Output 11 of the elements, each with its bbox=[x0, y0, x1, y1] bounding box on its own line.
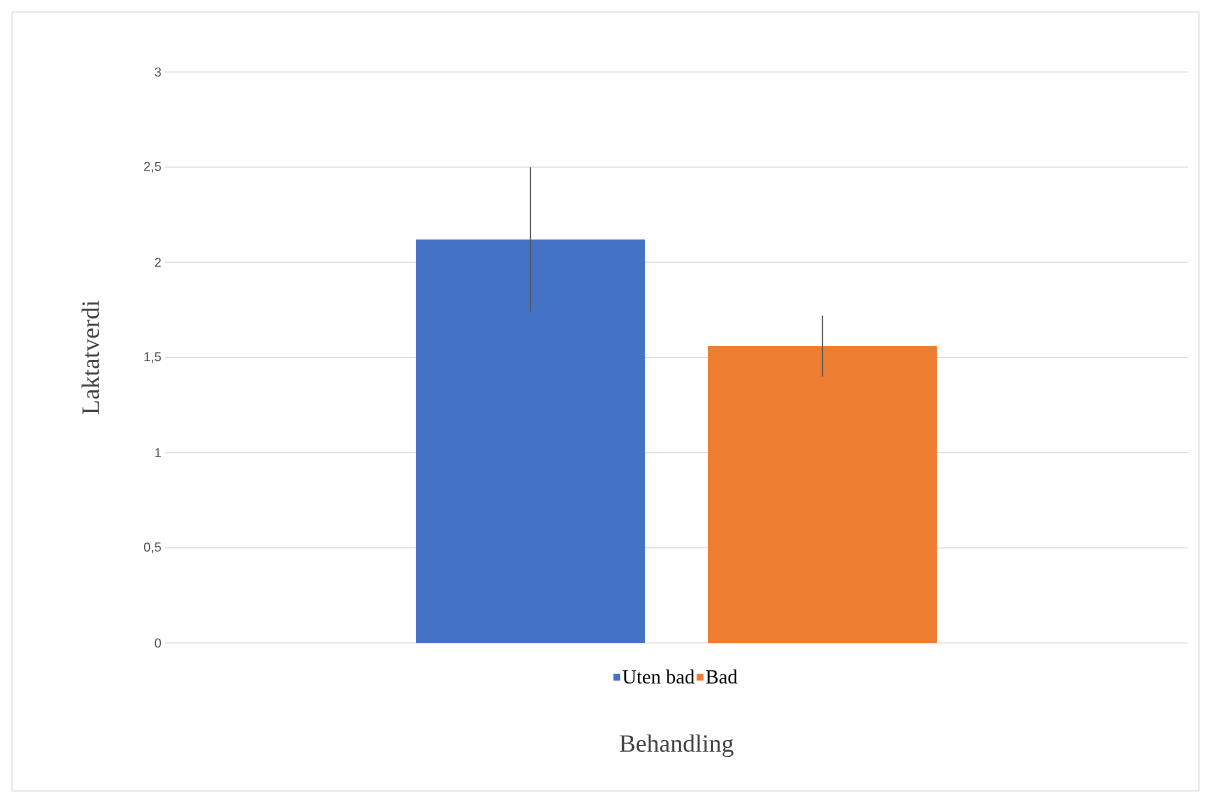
y-tick-label: 0,5 bbox=[143, 542, 161, 554]
y-tick-label: 2 bbox=[154, 257, 161, 267]
x-axis-title: Behandling bbox=[619, 734, 734, 758]
y-tick-label: 0 bbox=[154, 638, 161, 648]
legend-label: Uten bad bbox=[622, 669, 695, 684]
y-tick-label: 1 bbox=[155, 448, 161, 458]
legend-label: Bad bbox=[706, 669, 738, 684]
y-tick-label: 3 bbox=[154, 67, 161, 77]
y-axis-title: Laktatverdi bbox=[81, 300, 100, 415]
y-tick-label: 1,5 bbox=[144, 352, 161, 363]
y-tick-label: 2,5 bbox=[144, 161, 161, 173]
